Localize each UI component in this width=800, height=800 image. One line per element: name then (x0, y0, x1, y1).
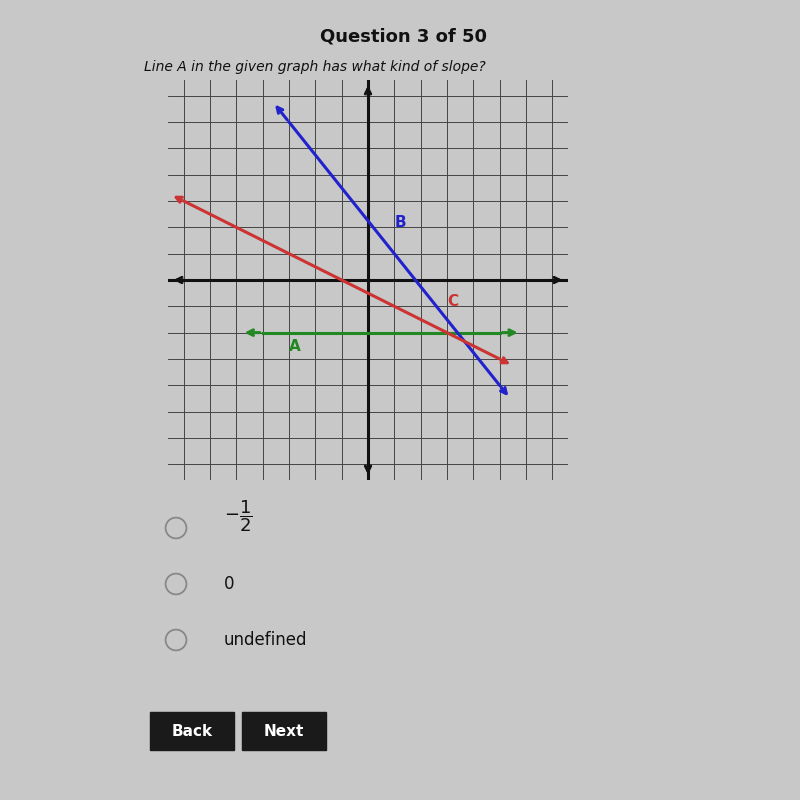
Text: C: C (447, 294, 458, 310)
Text: Back: Back (171, 724, 213, 738)
Text: Next: Next (264, 724, 304, 738)
Text: 0: 0 (224, 575, 234, 593)
Text: Question 3 of 50: Question 3 of 50 (320, 28, 487, 46)
Text: $-\dfrac{1}{2}$: $-\dfrac{1}{2}$ (224, 498, 253, 534)
Text: A: A (289, 339, 301, 354)
Text: Line A in the given graph has what kind of slope?: Line A in the given graph has what kind … (144, 60, 486, 74)
Text: B: B (394, 215, 406, 230)
Text: undefined: undefined (224, 631, 307, 649)
